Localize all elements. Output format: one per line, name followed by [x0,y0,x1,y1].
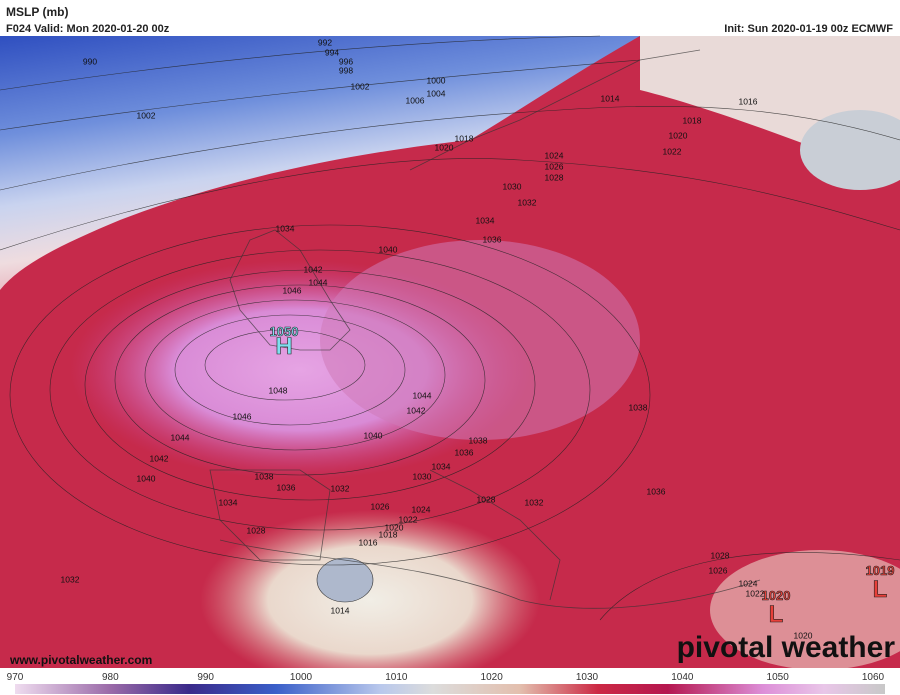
contour-label: 1042 [150,453,169,463]
center-letter: L [769,601,784,628]
contour-label: 1028 [711,550,730,560]
colorbar-tick-label: 1010 [385,672,408,683]
contour-label: 1014 [331,605,350,615]
contour-label: 1022 [746,588,765,598]
contour-label: 1026 [709,565,728,575]
contour-label: 1044 [309,277,328,287]
contour-label: 1014 [601,93,620,103]
contour-label: 996 [339,56,353,66]
contour-label: 1032 [61,574,80,584]
contour-label: 1032 [518,197,537,207]
contour-label: 1034 [276,223,295,233]
contour-label: 1040 [137,473,156,483]
contour-label: 1024 [545,150,564,160]
contour-label: 1034 [219,497,238,507]
colorbar-tick-label: 970 [7,672,24,683]
northeast-low [800,110,900,190]
high-extension [320,240,640,440]
center-letter: H [275,333,292,360]
contour-label: 1036 [455,447,474,457]
contour-label: 1020 [435,142,454,152]
center-value: 1019 [866,563,895,578]
colorbar-tick-label: 1000 [290,672,313,683]
contour-label: 1038 [469,435,488,445]
contour-label: 1028 [545,172,564,182]
colorbar-tick-label: 1030 [576,672,599,683]
contour-label: 1042 [407,405,426,415]
colorbar-tick-label: 1020 [481,672,504,683]
north-low-area [0,36,640,290]
colorbar-tick-label: 990 [197,672,214,683]
isobars [0,35,900,621]
center-value: 1050 [270,324,299,339]
valid-time: F024 Valid: Mon 2020-01-20 00z [6,23,170,35]
contour-label: 1020 [385,522,404,532]
contour-label: 990 [83,56,97,66]
contour-label: 1034 [476,215,495,225]
contour-label: 1032 [331,483,350,493]
contour-label: 1040 [379,244,398,254]
contour-label: 1028 [247,525,266,535]
center-value: 1020 [762,588,791,603]
contour-label: 1044 [171,432,190,442]
contour-label: 1024 [739,578,758,588]
colorbar-tick-label: 980 [102,672,119,683]
contour-label: 998 [339,65,353,75]
contour-label: 1046 [283,285,302,295]
contour-label: 1032 [525,497,544,507]
contour-label: 1026 [545,161,564,171]
footer-url: www.pivotalweather.com [9,653,152,667]
contour-label: 1026 [371,501,390,511]
coastlines [209,49,761,609]
contour-label: 1030 [503,181,522,191]
contour-label: 1020 [794,630,813,640]
contour-label: 1040 [364,430,383,440]
colorbar-tick-label: 1060 [862,672,885,683]
contour-label: 1042 [304,264,323,274]
south-area [200,510,540,690]
contour-label: 1044 [413,390,432,400]
contour-label: 1018 [379,529,398,539]
contour-label: 1004 [427,88,446,98]
contour-label: 1020 [669,130,688,140]
contour-label: 1036 [483,234,502,244]
contour-label: 992 [318,37,332,47]
contour-label: 1028 [477,494,496,504]
southeast-low-area [710,550,900,670]
brand: pivotal weather [677,631,896,664]
contour-label: 1036 [277,482,296,492]
colorbar-tick-label: 1040 [671,672,694,683]
contour-label: 1016 [359,537,378,547]
contour-label: 994 [325,47,339,57]
contour-label: 1036 [647,486,666,496]
contour-label: 1046 [233,411,252,421]
contour-label: 1034 [432,461,451,471]
contour-label: 1018 [455,133,474,143]
contour-label: 1038 [255,471,274,481]
init-time: Init: Sun 2020-01-19 00z ECMWF [724,23,893,35]
contour-label: 1016 [739,96,758,106]
contour-label: 1022 [399,514,418,524]
contour-label: 1048 [269,385,288,395]
contour-label: 1018 [683,115,702,125]
contour-label: 1002 [351,81,370,91]
contour-label: 1006 [406,95,425,105]
title: MSLP (mb) [6,5,68,19]
contour-label: 1002 [137,110,156,120]
south-low [316,557,374,603]
contour-label: 1030 [413,471,432,481]
center-letter: L [873,576,888,603]
contour-label: 1022 [663,146,682,156]
contour-label: 1038 [629,402,648,412]
colorbar [15,684,885,694]
contour-label: 1024 [412,504,431,514]
contour-label: 1000 [427,75,446,85]
colorbar-tick-label: 1050 [767,672,790,683]
